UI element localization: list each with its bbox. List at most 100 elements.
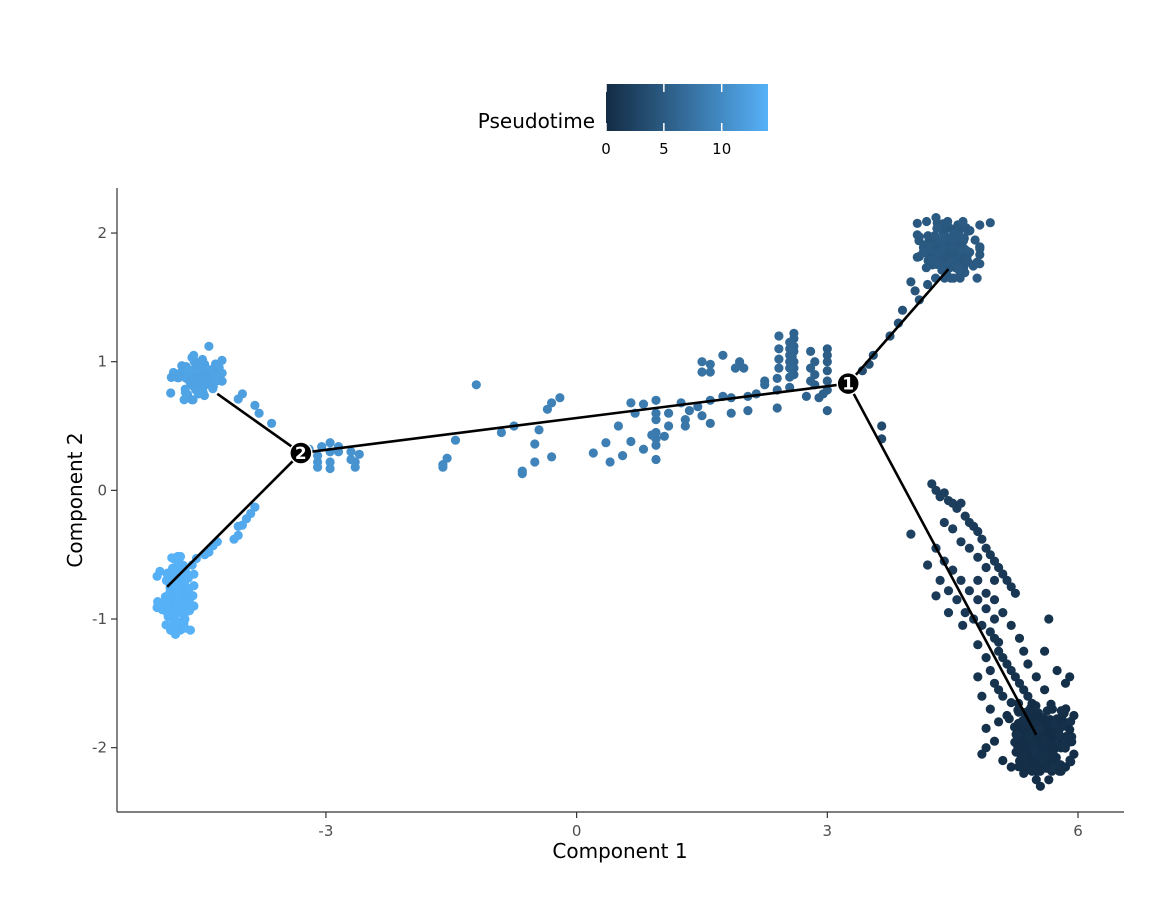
cell-point: [977, 691, 987, 701]
branch-point-label: 2: [295, 444, 307, 464]
cell-point: [1023, 731, 1034, 741]
cell-point: [760, 380, 770, 390]
cell-point: [647, 430, 657, 440]
cell-point: [955, 273, 965, 283]
cell-point: [822, 406, 832, 416]
cell-point: [638, 399, 649, 409]
branch-points: 12: [289, 371, 860, 465]
cell-point: [496, 427, 506, 438]
cell-point: [1069, 710, 1079, 721]
cell-point: [877, 421, 887, 431]
cell-point: [939, 517, 949, 528]
cell-point: [806, 363, 816, 373]
cell-point: [169, 616, 179, 627]
cell-point: [664, 421, 674, 431]
cell-point: [680, 415, 690, 425]
cell-point: [178, 584, 188, 595]
cell-point: [1010, 588, 1021, 598]
cell-point: [1040, 646, 1050, 656]
y-axis-ticks: -2 -1 0 1 2: [92, 224, 117, 757]
cell-point: [1048, 750, 1058, 761]
cell-point: [542, 404, 553, 414]
cell-point: [914, 232, 924, 242]
cell-point: [954, 265, 964, 275]
cell-point: [956, 498, 966, 508]
cell-point: [922, 216, 932, 227]
cell-point: [233, 521, 243, 532]
y-tick-label: -1: [92, 610, 107, 628]
cell-point: [973, 526, 983, 537]
cell-point: [906, 529, 916, 539]
cell-point: [184, 606, 195, 616]
cell-point: [354, 449, 364, 459]
cell-point: [977, 749, 987, 759]
cell-point: [325, 438, 335, 448]
cell-point: [931, 213, 941, 223]
cell-point: [659, 431, 670, 441]
cell-point: [814, 393, 824, 403]
branch-point-marker: [836, 371, 860, 396]
legend-tick-label: 0: [601, 140, 611, 158]
cell-point: [785, 363, 795, 373]
cell-point: [664, 408, 674, 418]
x-axis-ticks: -3 0 3 6: [318, 812, 1083, 840]
cell-point: [939, 488, 949, 498]
cell-point: [985, 704, 995, 714]
cell-point: [927, 479, 937, 489]
trajectory-edge: [216, 392, 302, 455]
cell-point: [1019, 646, 1029, 656]
cell-point: [450, 435, 461, 445]
cell-point: [534, 425, 544, 435]
cell-point: [202, 376, 212, 386]
cell-point: [975, 250, 985, 260]
cell-point: [912, 218, 922, 228]
cell-point: [897, 305, 908, 315]
cell-point: [743, 406, 753, 416]
cell-point: [601, 438, 611, 448]
cell-point: [989, 575, 1000, 586]
cell-point: [173, 371, 183, 381]
cell-point: [697, 411, 707, 421]
cell-point: [530, 457, 540, 467]
branch-point-marker: [289, 441, 313, 465]
cell-point: [680, 421, 690, 431]
cell-point: [651, 395, 661, 405]
cell-point: [1040, 685, 1050, 695]
cell-point: [956, 537, 966, 547]
cell-point: [975, 220, 985, 230]
cell-point: [932, 223, 942, 233]
cell-point: [1060, 762, 1071, 772]
cell-point: [968, 261, 978, 271]
cell-point: [204, 341, 214, 351]
cell-point: [1041, 763, 1051, 773]
cell-point: [774, 344, 784, 354]
cell-point: [189, 350, 199, 360]
cell-point: [166, 372, 176, 382]
cell-point: [785, 350, 795, 360]
cell-point: [530, 439, 540, 449]
trajectory-edge: [300, 382, 849, 455]
cell-point: [1020, 739, 1030, 749]
legend: Pseudotime 0 5 10: [478, 84, 768, 158]
cell-point: [774, 363, 784, 373]
cell-point: [180, 623, 190, 633]
cell-point: [1067, 732, 1077, 742]
cell-point: [806, 346, 816, 356]
cell-point: [177, 601, 187, 611]
cell-point: [977, 534, 987, 544]
cell-point: [973, 640, 983, 650]
cell-point: [1044, 614, 1054, 624]
cell-point: [985, 665, 995, 676]
cell-point: [994, 562, 1004, 573]
cell-point: [989, 633, 1000, 643]
cell-point: [229, 534, 239, 544]
cell-point: [952, 595, 962, 605]
cell-point: [1012, 730, 1022, 741]
cell-point: [350, 462, 360, 472]
y-tick-label: 1: [97, 353, 107, 371]
x-axis-title: Component 1: [552, 839, 687, 863]
cell-point: [438, 462, 448, 472]
trajectory-tree: [166, 268, 1038, 736]
cell-point: [705, 418, 715, 428]
cell-point: [964, 543, 975, 553]
